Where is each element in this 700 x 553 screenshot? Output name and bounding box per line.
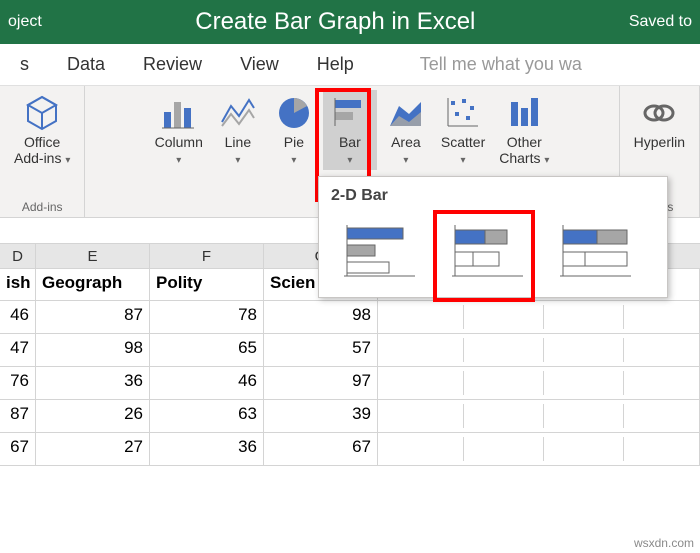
menu-item-data[interactable]: Data <box>67 54 105 75</box>
area-chart-button[interactable]: Area <box>379 90 433 170</box>
cell[interactable]: 46 <box>150 367 264 399</box>
cell[interactable]: 27 <box>36 433 150 465</box>
col-header-f[interactable]: F <box>150 244 264 268</box>
cell[interactable]: 57 <box>264 334 378 366</box>
table-row: 67273667 <box>0 433 700 466</box>
scatter-chart-icon <box>444 94 482 132</box>
watermark: wsxdn.com <box>634 536 694 550</box>
header-geography[interactable]: Geograph <box>36 269 150 300</box>
cell[interactable]: 87 <box>0 400 36 432</box>
cell[interactable]: 98 <box>264 301 378 333</box>
line-chart-icon <box>219 94 257 132</box>
cell[interactable]: 76 <box>0 367 36 399</box>
table-row: 76364697 <box>0 367 700 400</box>
cell[interactable]: 26 <box>36 400 150 432</box>
clustered-bar-option[interactable] <box>331 213 431 287</box>
save-status: Saved to <box>629 13 692 31</box>
stacked-bar-option[interactable] <box>439 213 539 287</box>
cell[interactable]: 98 <box>36 334 150 366</box>
menu-item-formulas[interactable]: s <box>20 54 29 75</box>
menu-item-review[interactable]: Review <box>143 54 202 75</box>
other-charts-button[interactable]: OtherCharts <box>493 90 555 171</box>
table-row: 87266339 <box>0 400 700 433</box>
col-header-e[interactable]: E <box>36 244 150 268</box>
cell[interactable]: 97 <box>264 367 378 399</box>
bar-chart-dropdown: 2-D Bar <box>318 176 668 298</box>
cell[interactable]: 47 <box>0 334 36 366</box>
ribbon-group-addins: OfficeAdd-ins Add-ins <box>0 86 85 217</box>
title-bar: oject Create Bar Graph in Excel Saved to <box>0 0 700 44</box>
document-title: Create Bar Graph in Excel <box>42 8 629 36</box>
other-charts-icon <box>505 94 543 132</box>
header-polity[interactable]: Polity <box>150 269 264 300</box>
col-header-d[interactable]: D <box>0 244 36 268</box>
line-chart-button[interactable]: Line <box>211 90 265 170</box>
column-chart-icon <box>160 94 198 132</box>
project-fragment: oject <box>8 13 42 31</box>
cell[interactable]: 67 <box>264 433 378 465</box>
table-row: 47986557 <box>0 334 700 367</box>
cell[interactable]: 63 <box>150 400 264 432</box>
tell-me-prompt[interactable]: Tell me what you wa <box>420 54 582 75</box>
column-chart-button[interactable]: Column <box>149 90 209 170</box>
hyperlink-button[interactable]: Hyperlin <box>628 90 691 154</box>
header-english[interactable]: ish <box>0 269 36 300</box>
menu-item-view[interactable]: View <box>240 54 279 75</box>
stacked-bar-100-option[interactable] <box>547 213 647 287</box>
dropdown-title: 2-D Bar <box>323 183 663 213</box>
pie-chart-icon <box>275 94 313 132</box>
cell[interactable]: 36 <box>150 433 264 465</box>
bar-chart-icon <box>331 94 369 132</box>
cell[interactable]: 67 <box>0 433 36 465</box>
cell[interactable]: 46 <box>0 301 36 333</box>
hyperlink-icon <box>640 94 678 132</box>
cell[interactable]: 78 <box>150 301 264 333</box>
menu-bar: s Data Review View Help Tell me what you… <box>0 44 700 86</box>
menu-item-help[interactable]: Help <box>317 54 354 75</box>
scatter-chart-button[interactable]: Scatter <box>435 90 491 170</box>
pie-chart-button[interactable]: Pie <box>267 90 321 170</box>
table-row: 46877898 <box>0 301 700 334</box>
group-label-addins: Add-ins <box>8 198 76 217</box>
area-chart-icon <box>387 94 425 132</box>
cell[interactable]: 65 <box>150 334 264 366</box>
addins-icon <box>23 94 61 132</box>
cell[interactable]: 39 <box>264 400 378 432</box>
cell[interactable]: 36 <box>36 367 150 399</box>
office-addins-button[interactable]: OfficeAdd-ins <box>8 90 76 171</box>
bar-chart-button[interactable]: Bar <box>323 90 377 170</box>
cell[interactable]: 87 <box>36 301 150 333</box>
